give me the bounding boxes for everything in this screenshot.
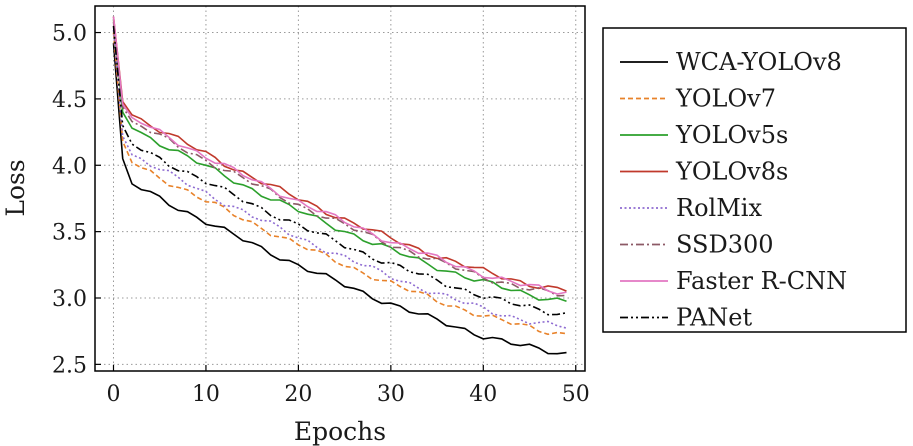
y-tick-label: 2.5	[52, 353, 87, 378]
series-line-rolmix	[112, 29, 567, 329]
legend: WCA-YOLOv8 YOLOv7 YOLOv5s YOLOv8s RolMix SSD3…	[602, 27, 907, 333]
x-tick-label: 20	[284, 382, 312, 407]
legend-label: RolMix	[676, 194, 762, 222]
series-line-ssd300	[112, 21, 567, 297]
x-tick-label: 0	[106, 382, 120, 407]
x-tick-label: 30	[377, 382, 405, 407]
legend-label: Faster R-CNN	[676, 267, 847, 295]
series-layer	[112, 16, 567, 355]
x-tick-label: 10	[192, 382, 220, 407]
series-line-yolov5s	[112, 19, 567, 303]
legend-label: YOLOv5s	[675, 121, 788, 149]
x-tick-label: 50	[562, 382, 590, 407]
y-tick-label: 4.5	[52, 88, 87, 113]
plot-frame	[94, 5, 586, 372]
y-tick-label: 3.0	[52, 287, 87, 312]
ticks: 0 10 20 30 40 50 2.5 3.0 3.5 4.0 4.5 5.0	[52, 22, 590, 407]
legend-label: PANet	[676, 304, 752, 332]
x-axis-title: Epochs	[294, 417, 386, 446]
y-tick-label: 4.0	[52, 154, 87, 179]
series-line-yolov8s	[112, 16, 567, 292]
y-tick-label: 5.0	[52, 22, 87, 47]
legend-label: SSD300	[676, 231, 774, 259]
series-line-faster-r-cnn	[112, 16, 567, 295]
series-line-panet	[112, 25, 567, 316]
legend-label: YOLOv7	[675, 85, 776, 113]
y-tick-label: 3.5	[52, 221, 87, 246]
grid	[95, 6, 585, 371]
legend-label: YOLOv8s	[675, 158, 788, 186]
series-line-yolov7	[112, 32, 567, 336]
legend-label: WCA-YOLOv8	[676, 48, 842, 76]
y-axis-title: Loss	[1, 159, 30, 216]
x-tick-label: 40	[469, 382, 497, 407]
series-line-wca-yolov8	[112, 43, 567, 355]
